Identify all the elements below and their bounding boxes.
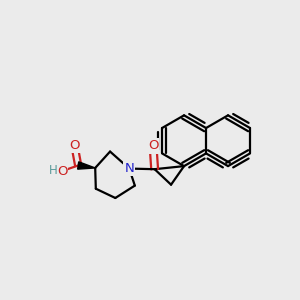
Text: O: O [57,165,67,178]
Text: N: N [124,162,134,175]
Text: O: O [69,139,80,152]
Polygon shape [78,162,95,169]
Text: H: H [48,164,57,177]
Text: O: O [148,140,158,152]
